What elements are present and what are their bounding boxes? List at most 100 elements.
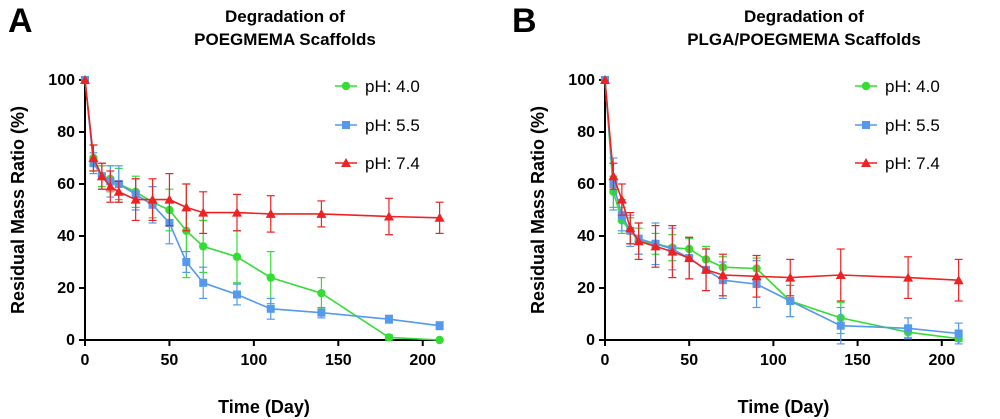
legend-label: pH: 7.4 — [365, 154, 420, 173]
data-point — [232, 252, 242, 261]
chart-title-line: Degradation of — [225, 7, 345, 26]
legend-entry: pH: 5.5 — [855, 116, 940, 135]
legend-marker — [861, 158, 871, 167]
data-point — [434, 212, 445, 222]
data-point — [130, 194, 141, 204]
data-point — [953, 275, 964, 285]
y-tick-label: 80 — [577, 124, 595, 141]
y-tick-label: 0 — [586, 332, 595, 349]
data-point — [650, 241, 661, 251]
data-point — [435, 321, 444, 330]
data-point — [198, 207, 209, 217]
data-point — [633, 236, 644, 246]
data-point — [266, 273, 275, 282]
x-tick-label: 150 — [844, 352, 871, 369]
x-axis-label: Time (Day) — [738, 397, 830, 417]
legend-entry: pH: 4.0 — [335, 77, 420, 96]
y-tick-label: 20 — [57, 280, 75, 297]
data-point — [616, 194, 627, 204]
x-tick-label: 100 — [760, 352, 787, 369]
y-tick-label: 0 — [66, 332, 75, 349]
panel-letter: A — [8, 2, 33, 40]
data-point — [904, 324, 913, 333]
chart-title-line: POEGMEMA Scaffolds — [194, 30, 376, 49]
data-point — [717, 270, 728, 279]
data-point — [181, 202, 192, 212]
legend-marker — [861, 81, 871, 91]
data-point — [113, 186, 124, 196]
data-point — [384, 315, 393, 324]
legend-marker — [341, 158, 351, 167]
data-point — [835, 270, 846, 279]
legend-entry: pH: 4.0 — [855, 77, 940, 96]
y-tick-label: 20 — [577, 280, 595, 297]
x-tick-label: 50 — [161, 352, 179, 369]
legend-entry: pH: 5.5 — [335, 116, 420, 135]
data-point — [96, 171, 107, 181]
data-point — [383, 211, 394, 221]
chart-title-line: PLGA/POEGMEMA Scaffolds — [687, 30, 921, 49]
data-point — [317, 308, 326, 317]
data-point — [105, 181, 116, 191]
data-point — [317, 289, 326, 298]
data-point — [384, 333, 394, 342]
series-triangle — [80, 75, 445, 236]
data-point — [785, 272, 796, 282]
y-tick-label: 40 — [57, 228, 75, 245]
x-axis-label: Time (Day) — [218, 397, 310, 417]
chart-title-line: Degradation of — [744, 7, 864, 26]
data-point — [147, 194, 158, 204]
legend-label: pH: 5.5 — [885, 116, 940, 135]
data-point — [701, 264, 712, 274]
x-tick-label: 0 — [601, 352, 610, 369]
data-point — [836, 321, 845, 330]
data-point — [231, 207, 242, 217]
legend-marker — [342, 121, 350, 129]
legend-entry: pH: 7.4 — [855, 154, 940, 173]
legend-label: pH: 7.4 — [885, 154, 940, 173]
data-point — [600, 75, 610, 84]
data-point — [265, 208, 276, 218]
y-axis-label: Residual Mass Ratio (%) — [8, 106, 28, 314]
data-point — [199, 278, 208, 287]
y-tick-label: 100 — [48, 72, 75, 89]
data-point — [435, 335, 444, 345]
legend-entry: pH: 7.4 — [335, 154, 420, 173]
chart-panel-a: A Degradation of POEGMEMA Scaffolds 0 20 40 60… — [8, 2, 445, 417]
data-point — [684, 253, 695, 263]
legend-marker — [862, 121, 870, 129]
series-triangle — [600, 75, 964, 302]
data-point — [667, 246, 678, 256]
x-tick-label: 150 — [325, 352, 352, 369]
y-tick-label: 40 — [577, 228, 595, 245]
y-tick-label: 80 — [57, 124, 75, 141]
data-point — [903, 272, 914, 282]
data-point — [625, 223, 636, 233]
legend-label: pH: 5.5 — [365, 116, 420, 135]
panel-letter: B — [512, 2, 537, 40]
data-point — [164, 194, 175, 204]
y-tick-label: 60 — [577, 176, 595, 193]
data-point — [954, 329, 963, 338]
legend-marker — [341, 81, 351, 91]
data-point — [316, 208, 327, 218]
data-point — [266, 304, 275, 313]
y-tick-label: 60 — [57, 176, 75, 193]
data-point — [232, 290, 241, 299]
data-point — [182, 258, 191, 266]
data-point — [751, 271, 762, 281]
x-tick-label: 100 — [241, 352, 268, 369]
data-point — [80, 75, 90, 84]
data-point — [608, 171, 619, 181]
data-point — [786, 297, 795, 305]
legend-label: pH: 4.0 — [885, 77, 940, 96]
y-axis-label: Residual Mass Ratio (%) — [528, 106, 548, 314]
x-tick-label: 200 — [409, 352, 436, 369]
data-point — [199, 242, 208, 251]
x-tick-label: 200 — [928, 352, 955, 369]
chart-panel-b: B Degradation of PLGA/POEGMEMA Scaffolds 0 2… — [512, 2, 964, 417]
legend-label: pH: 4.0 — [365, 77, 420, 96]
data-point — [88, 153, 99, 162]
